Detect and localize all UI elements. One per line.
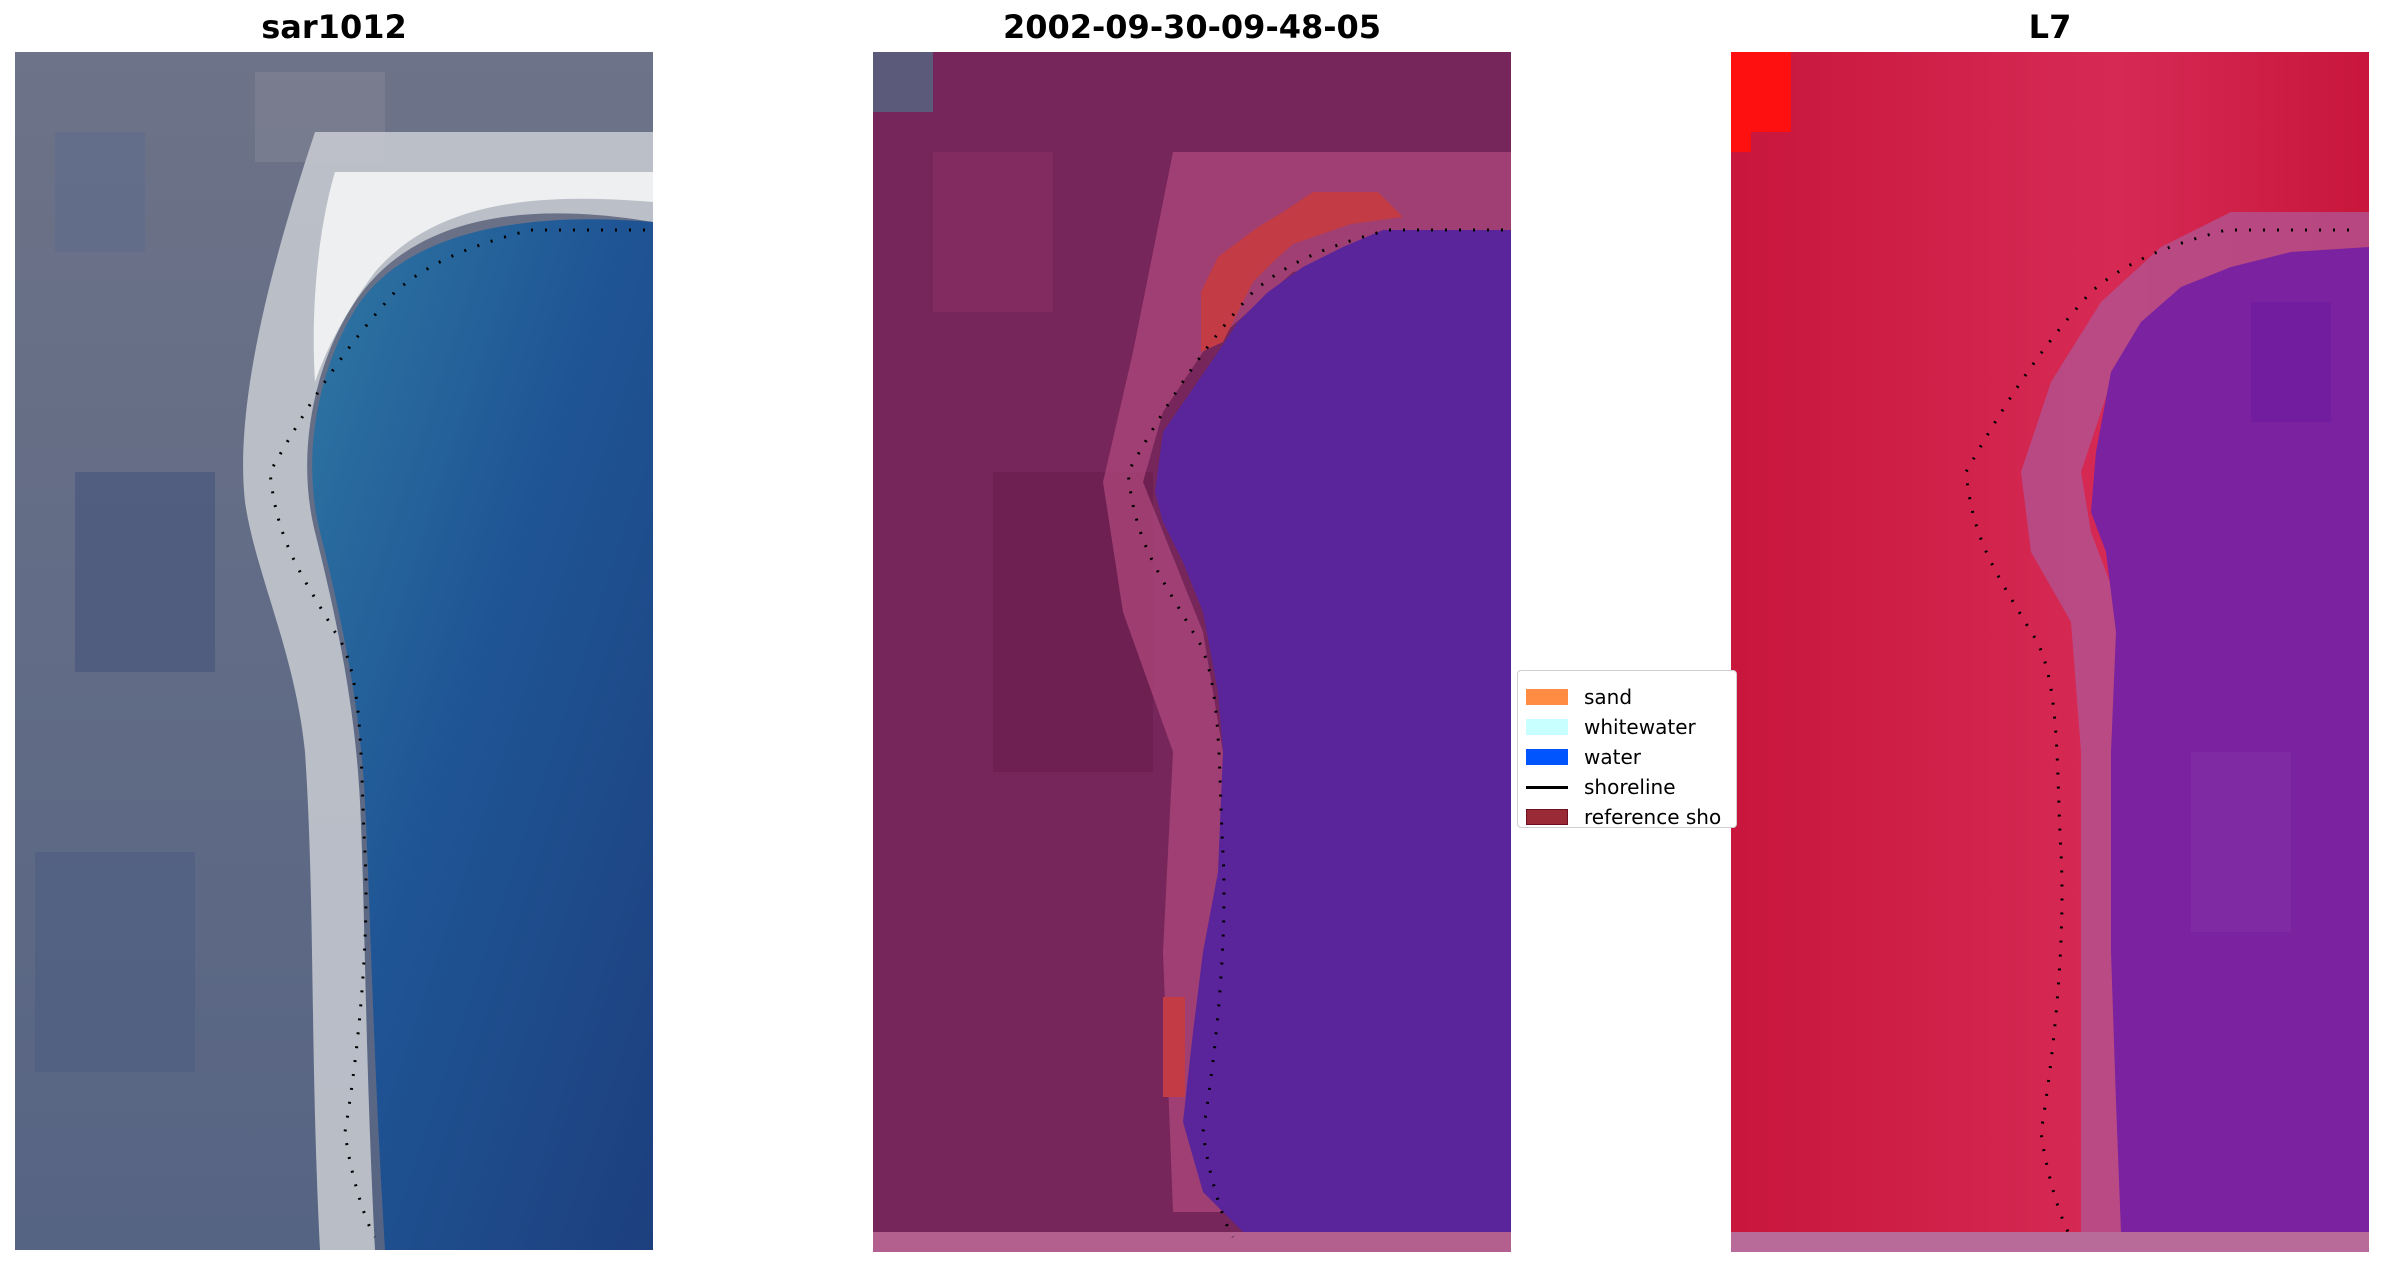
- class-reference-patch: [1201, 192, 1403, 352]
- reference-shoreline-swatch: [1526, 809, 1568, 825]
- legend-label: reference sho: [1584, 805, 1722, 828]
- legend-item-whitewater: whitewater: [1526, 715, 1696, 739]
- panel-title-mndwi: L7: [2028, 8, 2072, 46]
- legend-label: shoreline: [1584, 775, 1676, 799]
- legend-label: whitewater: [1584, 715, 1696, 739]
- water-swatch: [1526, 749, 1568, 765]
- sand-swatch: [1526, 689, 1568, 705]
- legend: sand whitewater water shoreline referenc…: [1517, 670, 1737, 828]
- rgb-beach: [243, 132, 653, 1250]
- rgb-water: [312, 219, 653, 1250]
- panel-title-classified: 2002-09-30-09-48-05: [1002, 8, 1382, 46]
- shoreline-line-swatch: [1526, 785, 1568, 789]
- l7-bottom-band: [1731, 1232, 2369, 1252]
- panel-title-rgb: sar1012: [261, 8, 407, 46]
- legend-item-shoreline: shoreline: [1526, 775, 1676, 799]
- legend-label: water: [1584, 745, 1641, 769]
- l7-image-panel: [1731, 52, 2369, 1252]
- classified-image-panel: [873, 52, 1511, 1252]
- legend-item-sand: sand: [1526, 685, 1633, 709]
- rgb-image-panel: [15, 52, 653, 1250]
- legend-item-reference-shoreline: reference sho: [1526, 805, 1722, 828]
- legend-item-water: water: [1526, 745, 1641, 769]
- reference-shoreline: [268, 228, 645, 1238]
- class-bottom-band: [873, 1232, 1511, 1252]
- whitewater-swatch: [1526, 719, 1568, 735]
- legend-label: sand: [1584, 685, 1633, 709]
- class-water: [1155, 230, 1511, 1232]
- l7-water: [2091, 247, 2369, 1232]
